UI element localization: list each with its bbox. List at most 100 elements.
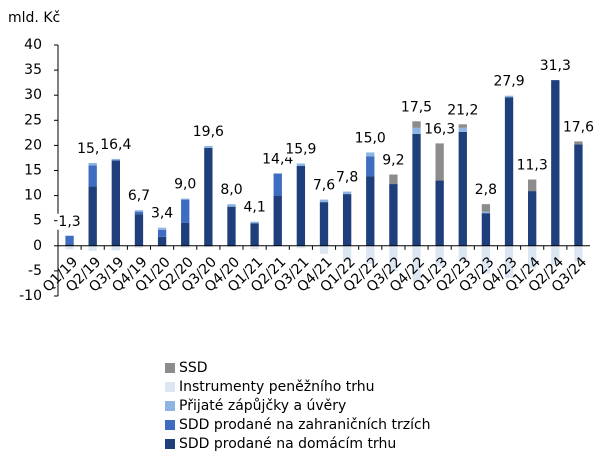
bar-segment xyxy=(181,199,190,223)
y-tick-label: 15 xyxy=(24,163,42,179)
legend-swatch xyxy=(165,363,175,373)
label-bg xyxy=(219,182,244,199)
bar-segment xyxy=(319,199,329,203)
legend-label: Instrumenty peněžního trhu xyxy=(179,379,375,395)
y-tick-label: 20 xyxy=(24,137,42,153)
bar-segment xyxy=(574,144,583,246)
total-label: 15,0 xyxy=(355,130,386,146)
bar-segment xyxy=(412,121,421,128)
bar-segment xyxy=(366,152,375,157)
bar-segment xyxy=(88,162,97,166)
total-label: 4,1 xyxy=(243,200,265,216)
bar-segment xyxy=(88,245,97,251)
total-label: 17,6 xyxy=(563,119,594,135)
label-bg xyxy=(126,188,152,205)
bar-segment xyxy=(88,186,97,246)
bar-segment xyxy=(204,245,213,248)
bar-segment xyxy=(65,245,74,250)
y-tick-label: 5 xyxy=(33,213,42,229)
bar-segment xyxy=(296,163,306,166)
bar-segment xyxy=(227,245,236,248)
label-bg xyxy=(446,102,480,119)
bar-segment xyxy=(458,127,467,132)
label-bg xyxy=(99,136,133,153)
bar-segment xyxy=(296,245,306,249)
bar-segment xyxy=(65,235,74,245)
bar-segment xyxy=(181,198,190,200)
bar-segment xyxy=(65,244,74,246)
bar-segment xyxy=(181,222,190,246)
bar-segment xyxy=(366,176,375,246)
bar-segment xyxy=(273,195,282,246)
bar-segment xyxy=(181,245,190,248)
legend-label: SDD prodané na zahraničních trzích xyxy=(179,417,431,433)
bar-segment xyxy=(481,213,491,246)
bar-segment xyxy=(157,229,167,237)
bar-segment xyxy=(342,191,352,195)
y-tick-label: -5 xyxy=(28,263,42,279)
bar-segment xyxy=(528,179,537,192)
label-bg xyxy=(334,169,360,186)
bar-segment xyxy=(366,156,375,177)
bar-segment xyxy=(481,211,491,214)
total-label: 6,7 xyxy=(128,188,150,204)
y-tick-label: 35 xyxy=(24,62,42,78)
bar-segment xyxy=(134,245,144,248)
bar-segment xyxy=(389,245,398,271)
y-tick-label: 0 xyxy=(33,238,42,254)
bar-segment xyxy=(273,173,282,196)
bar-segment xyxy=(412,245,421,283)
bar-segment xyxy=(574,245,583,262)
label-bg xyxy=(57,213,82,230)
bar-segment xyxy=(250,221,259,224)
bar-segment xyxy=(157,236,167,246)
bar-segment xyxy=(227,206,236,246)
bar-segment xyxy=(504,97,514,246)
label-bg xyxy=(173,176,198,193)
total-label: 3,4 xyxy=(151,206,173,222)
bar-segment xyxy=(528,245,537,269)
bar-segment xyxy=(389,184,398,246)
total-label: 16,4 xyxy=(100,137,131,153)
bar-segment xyxy=(435,180,444,246)
bar-segment xyxy=(551,80,560,246)
bar-segment xyxy=(88,165,97,187)
label-bg xyxy=(399,99,434,116)
label-bg xyxy=(242,199,267,216)
legend-swatch xyxy=(165,439,175,449)
bar-segment xyxy=(481,245,491,274)
bar-segment xyxy=(134,214,144,246)
total-label: 19,6 xyxy=(193,124,224,140)
bar-segment xyxy=(319,245,329,254)
bar-segment xyxy=(458,245,467,261)
bar-segment xyxy=(481,204,491,212)
legend-label: SDD prodané na domácím trhu xyxy=(179,436,396,452)
y-tick-label: 30 xyxy=(24,87,42,103)
bar-segment xyxy=(551,245,560,265)
total-label: 2,8 xyxy=(475,182,497,198)
bar-segment xyxy=(528,191,537,246)
legend-swatch xyxy=(165,401,175,411)
total-label: 11,3 xyxy=(517,158,548,174)
bar-segment xyxy=(250,245,259,250)
legend-swatch xyxy=(165,420,175,430)
bar-segment xyxy=(111,245,120,251)
bar-segment xyxy=(435,143,444,181)
total-label: 16,3 xyxy=(424,121,455,137)
bar-segment xyxy=(296,165,306,246)
bar-segment xyxy=(157,227,167,230)
label-bg xyxy=(191,123,226,140)
total-label: 15,9 xyxy=(285,141,316,157)
y-axis-label: mld. Kč xyxy=(8,10,60,26)
label-bg xyxy=(473,182,499,199)
total-label: 7,8 xyxy=(336,170,358,186)
bar-segment xyxy=(227,204,236,207)
total-label: 7,6 xyxy=(313,178,335,194)
legend-label: Přijaté zápůjčky a úvěry xyxy=(179,398,346,414)
bar-segment xyxy=(342,194,352,246)
label-bg xyxy=(353,130,387,147)
label-bg xyxy=(423,121,457,138)
bar-segment xyxy=(204,147,213,246)
label-bg xyxy=(311,177,337,194)
